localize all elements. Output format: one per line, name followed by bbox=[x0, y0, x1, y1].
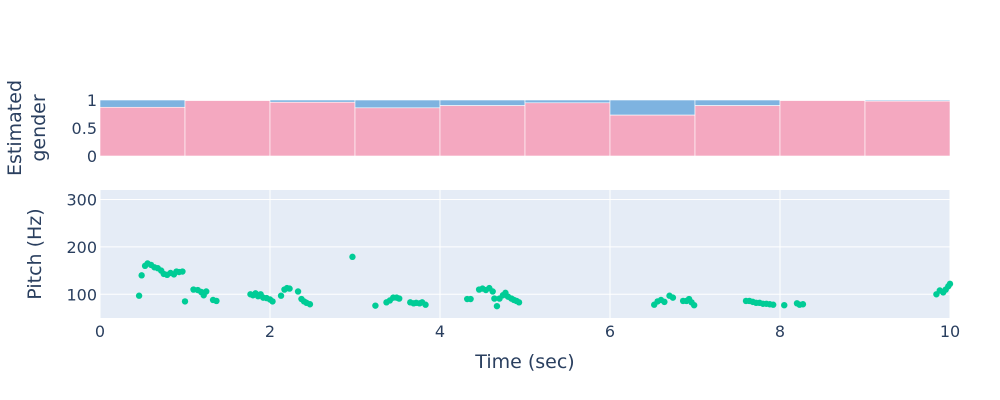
pitch-y-tick-label: 200 bbox=[66, 238, 97, 257]
female-bar bbox=[99, 106, 186, 157]
time-x-tick-label: 0 bbox=[95, 322, 105, 341]
pitch-point bbox=[669, 294, 677, 301]
pitch-point bbox=[493, 302, 501, 310]
male-bar bbox=[354, 99, 441, 109]
pitch-point bbox=[286, 285, 293, 292]
female-bar bbox=[184, 100, 271, 157]
time-x-tick-label: 4 bbox=[435, 322, 445, 341]
female-bar bbox=[354, 107, 441, 157]
pitch-point bbox=[661, 298, 668, 306]
pitch-point bbox=[213, 297, 220, 305]
male-bar bbox=[609, 99, 696, 116]
pitch-point bbox=[770, 301, 777, 308]
pitch-point bbox=[135, 292, 143, 299]
time-x-tick-label: 2 bbox=[265, 322, 275, 341]
pitch-point bbox=[179, 268, 186, 275]
male-bar bbox=[99, 99, 186, 108]
time-x-axis-title: Time (sec) bbox=[474, 351, 574, 373]
plot-background bbox=[100, 190, 950, 318]
male-bar bbox=[694, 99, 781, 106]
pitch-point bbox=[781, 302, 788, 309]
pitch-point bbox=[294, 288, 302, 295]
pitch-point bbox=[489, 288, 496, 295]
pitch-point bbox=[372, 302, 379, 309]
pitch-point bbox=[306, 301, 314, 308]
female-bar bbox=[269, 101, 356, 157]
pitch-panel: 100 200 300 0 2 4 6 8 10 bbox=[66, 190, 960, 341]
female-bar bbox=[779, 100, 866, 157]
male-bar bbox=[524, 99, 611, 104]
female-bar bbox=[439, 105, 526, 157]
pitch-point bbox=[277, 292, 285, 299]
pitch-point bbox=[203, 288, 210, 295]
pitch-point bbox=[181, 298, 189, 305]
time-x-tick-label: 8 bbox=[775, 322, 785, 341]
pitch-point bbox=[138, 272, 145, 279]
male-bar bbox=[439, 99, 526, 106]
time-x-tick-label: 10 bbox=[940, 322, 960, 341]
male-bar bbox=[269, 99, 356, 103]
pitch-point bbox=[946, 280, 954, 288]
pitch-y-tick-label: 300 bbox=[66, 190, 97, 209]
pitch-point bbox=[349, 253, 356, 261]
gender-panel: 00.51 bbox=[72, 91, 951, 166]
pitch-point bbox=[467, 295, 474, 303]
pitch-point bbox=[690, 302, 698, 309]
time-x-tick-label: 6 bbox=[605, 322, 615, 341]
pitch-y-axis-title: Pitch (Hz) bbox=[24, 208, 46, 299]
pitch-point bbox=[422, 301, 429, 308]
gender-y-tick-label: 1 bbox=[87, 91, 97, 110]
gender-y-tick-label: 0.5 bbox=[72, 119, 97, 138]
pitch-point bbox=[515, 299, 523, 306]
female-bar bbox=[524, 102, 611, 157]
gender-y-tick-label: 0 bbox=[87, 147, 97, 166]
pitch-point bbox=[799, 301, 807, 308]
female-bar bbox=[864, 100, 951, 157]
pitch-point bbox=[396, 295, 403, 302]
female-bar bbox=[609, 114, 696, 157]
pitch-point bbox=[491, 295, 498, 302]
pitch-point bbox=[269, 298, 276, 305]
female-bar bbox=[694, 105, 781, 157]
gender-y-axis-title-line1: Estimated bbox=[4, 80, 26, 176]
gender-y-axis-title-line2: gender bbox=[28, 94, 50, 162]
pitch-y-tick-label: 100 bbox=[66, 285, 97, 304]
